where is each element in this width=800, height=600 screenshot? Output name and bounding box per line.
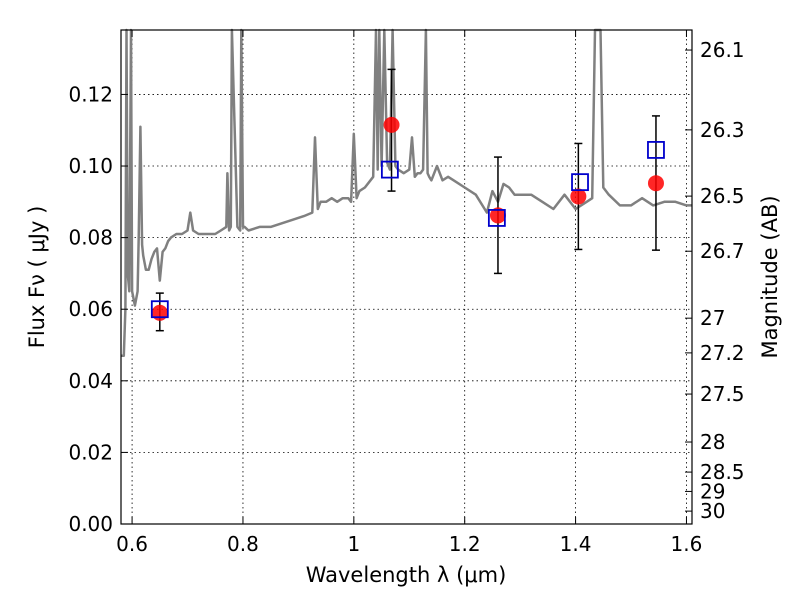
photometry-point: [151, 304, 168, 321]
right-tick-label: 26.3: [700, 118, 745, 142]
y-axis-right-label: Magnitude (AB): [758, 195, 782, 358]
right-tick-label: 27.2: [700, 341, 745, 365]
right-tick-label: 28: [700, 430, 725, 454]
x-tick-label: 1.4: [560, 532, 592, 556]
y-tick-label: 0.06: [68, 297, 113, 321]
spectrum-series: [121, 28, 692, 358]
x-tick-label: 1: [347, 532, 360, 556]
axis-ticks: 0.6 0.8 1 1.2 1.4 1.6 0.00 0.02 0.04 0.06 0.08 0.10…: [68, 30, 745, 556]
x-tick-label: 0.8: [227, 532, 259, 556]
right-tick-label: 28.5: [700, 460, 745, 484]
photometry-point: [647, 175, 664, 192]
right-tick-label: 27.5: [700, 382, 745, 406]
x-tick-label: 0.6: [116, 532, 148, 556]
x-axis-label: Wavelength λ (μm): [306, 563, 507, 587]
y-axis-label: Flux Fν ( μJy ): [25, 206, 49, 349]
right-tick-label: 26.1: [700, 38, 745, 62]
y-tick-label: 0.10: [68, 154, 113, 178]
y-tick-label: 0.04: [68, 369, 113, 393]
synthetic-point: [380, 160, 399, 179]
y-tick-label: 0.12: [68, 82, 113, 106]
x-tick-label: 1.6: [671, 532, 703, 556]
right-tick-label: 27: [700, 306, 725, 330]
synthetic-point: [647, 141, 665, 159]
y-tick-label: 0.08: [68, 226, 113, 250]
right-tick-label: 26.5: [700, 184, 745, 208]
synthetic-point: [487, 209, 506, 227]
data-points: [150, 116, 665, 321]
photometry-point: [383, 116, 400, 133]
y-tick-label: 0.02: [68, 440, 113, 464]
synthetic-point: [150, 300, 169, 319]
right-tick-label: 30: [700, 499, 725, 523]
y-tick-label: 0.00: [68, 512, 113, 536]
right-tick-label: 26.7: [700, 239, 745, 263]
photometry-point: [489, 207, 506, 224]
grid-lines: [121, 30, 692, 524]
spectrum-line: [121, 28, 692, 358]
photometry-point: [570, 188, 587, 205]
x-tick-label: 1.2: [449, 532, 481, 556]
right-tick-label: 29: [700, 479, 725, 503]
synthetic-point: [571, 173, 589, 192]
plot-frame: [120, 29, 693, 525]
